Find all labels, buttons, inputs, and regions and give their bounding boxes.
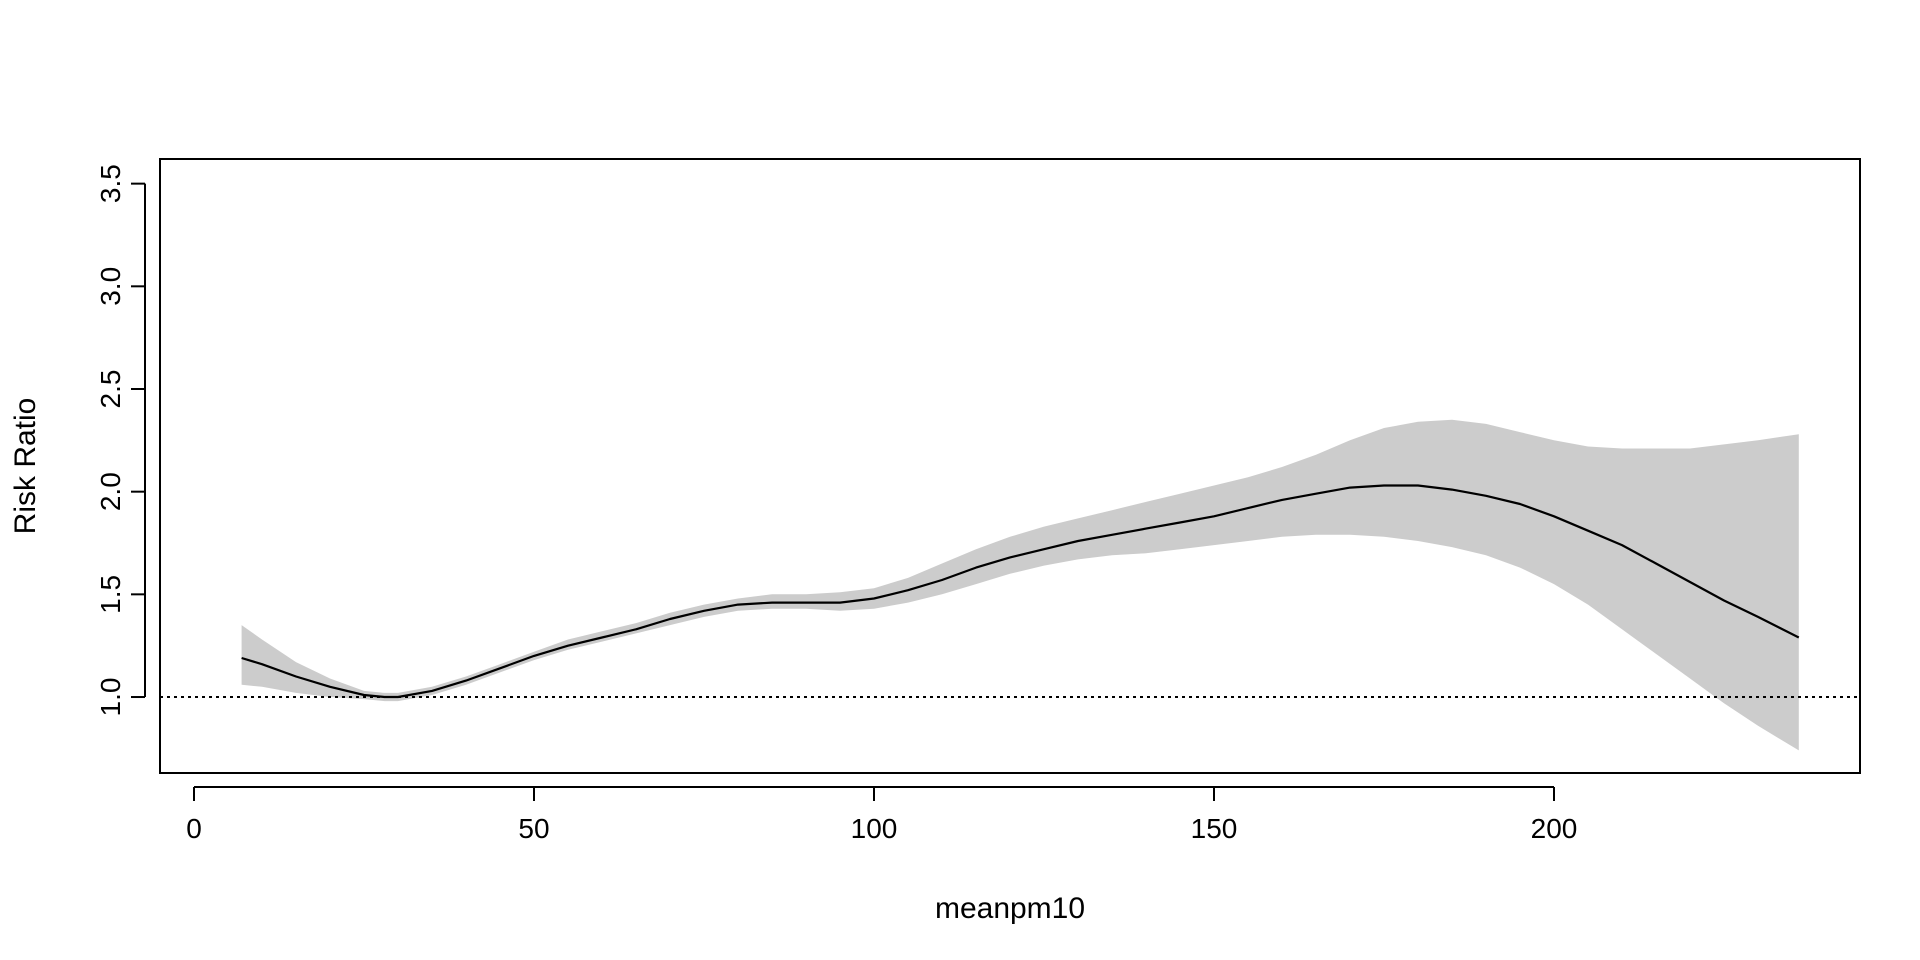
x-tick-label: 0 [186,813,202,844]
confidence-band-layer [241,419,1799,751]
x-tick-label: 50 [518,813,549,844]
y-tick-label: 3.5 [95,164,126,203]
y-tick-label: 1.0 [95,678,126,717]
y-tick-label: 2.0 [95,472,126,511]
risk-ratio-line-layer [241,484,1800,699]
y-tick-label: 3.0 [95,267,126,306]
plot-frame [159,158,1861,774]
x-tick-label: 150 [1191,813,1238,844]
risk-ratio-line [241,484,1800,699]
y-axis-title: Risk Ratio [9,398,42,535]
x-axis: 0 50 100 150 200 [186,786,1578,844]
y-tick-label: 1.5 [95,575,126,614]
confidence-band [241,419,1799,751]
y-tick-label: 2.5 [95,370,126,409]
x-axis-title: meanpm10 [935,892,1085,925]
x-tick-label: 100 [851,813,898,844]
x-tick-label: 200 [1531,813,1578,844]
y-axis: 1.0 1.5 2.0 2.5 3.0 3.5 [95,164,146,717]
